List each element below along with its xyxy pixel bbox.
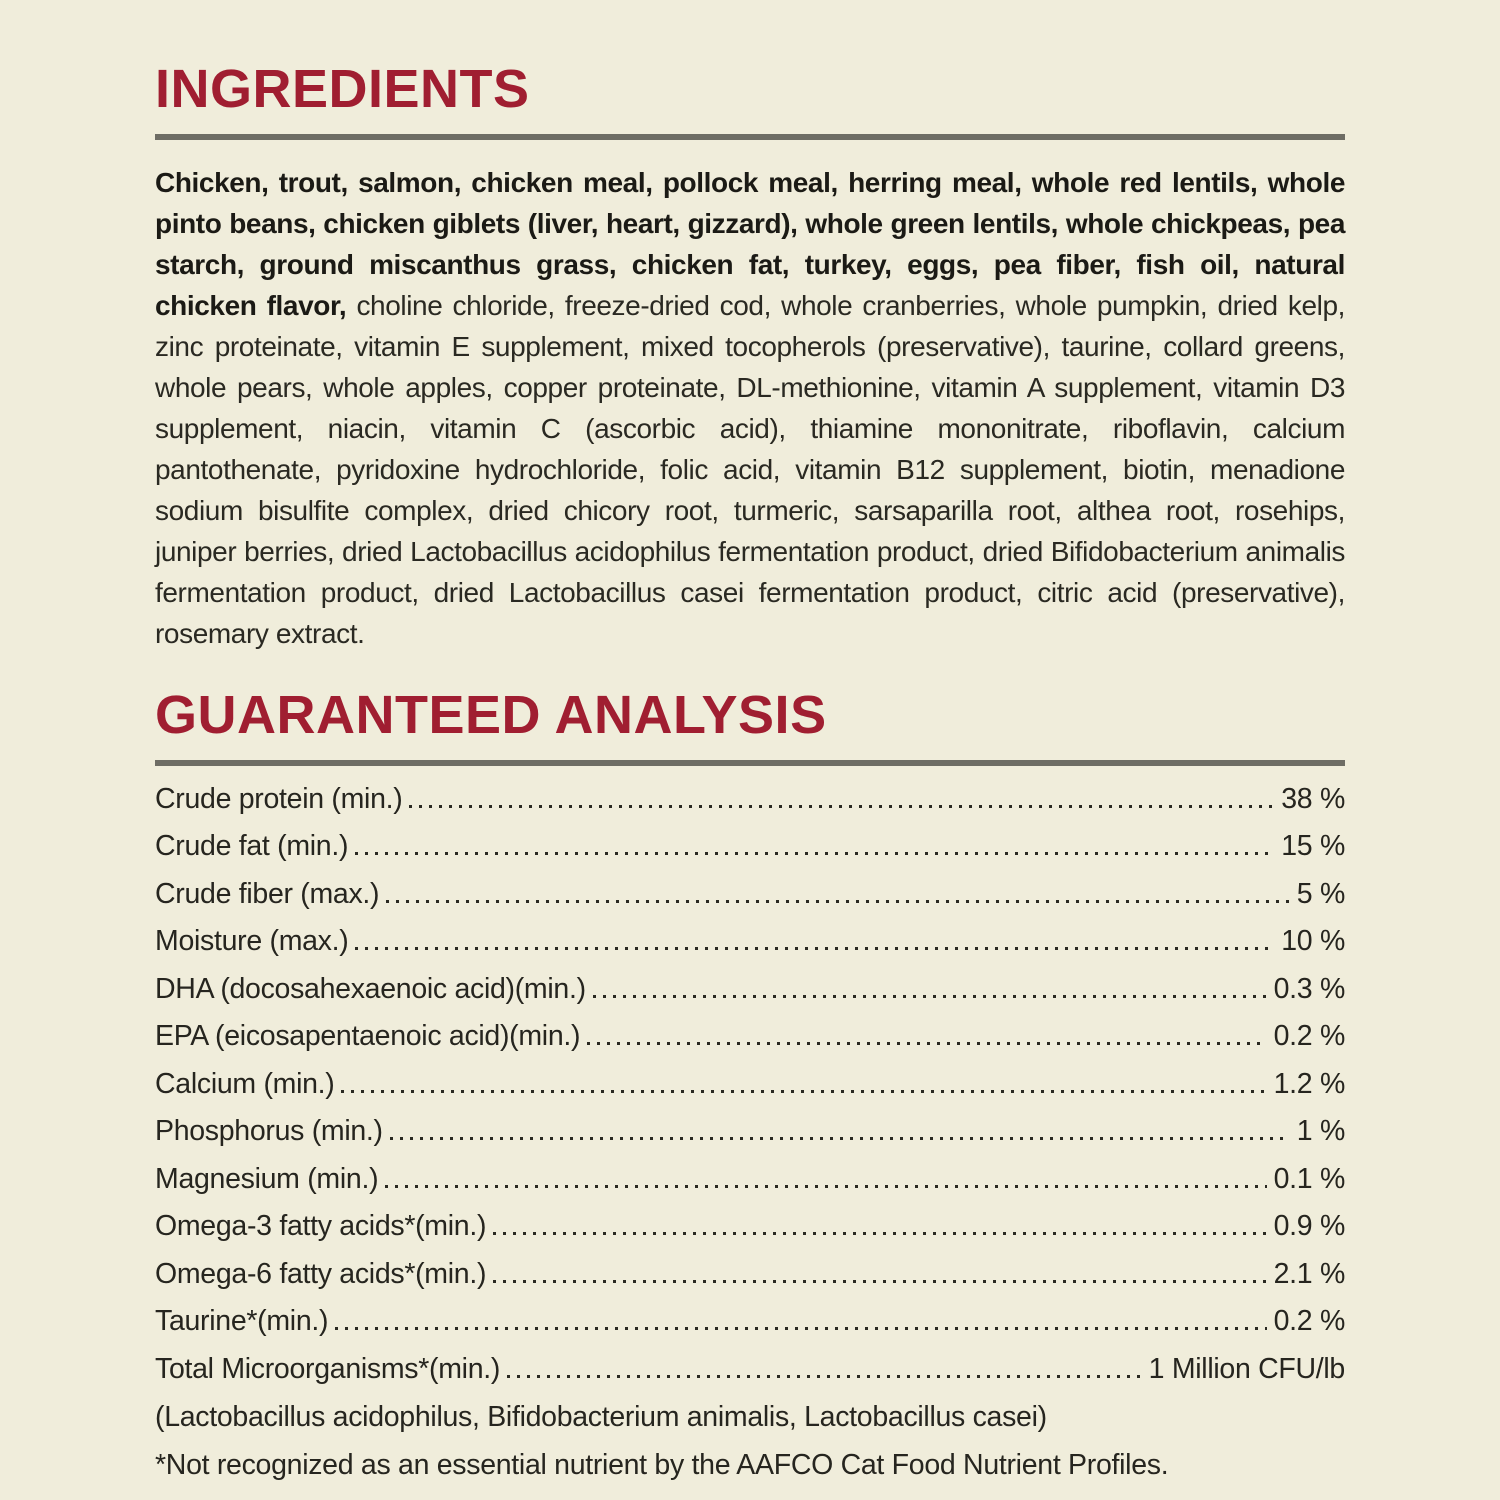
ingredients-primary-list: Chicken, trout, salmon, chicken meal, po…: [155, 167, 1345, 321]
dot-leader: [587, 1042, 1267, 1045]
guaranteed-analysis-divider: [155, 760, 1345, 766]
aafco-footnote: *Not recognized as an essential nutrient…: [155, 1448, 1169, 1481]
nutrient-label: Calcium (min.): [155, 1067, 335, 1100]
nutrient-label: EPA (eicosapentaenoic acid)(min.): [155, 1020, 581, 1052]
dot-leader: [355, 947, 1275, 950]
nutrient-value: 0.9 %: [1273, 1210, 1346, 1242]
nutrient-label: Omega-6 fatty acids*(min.): [155, 1257, 487, 1290]
nutrient-value: 0.1 %: [1273, 1162, 1346, 1195]
table-row: DHA (docosahexaenoic acid)(min.) 0.3 %: [155, 974, 1345, 1004]
ingredients-heading: INGREDIENTS: [155, 59, 530, 119]
dot-leader: [409, 804, 1275, 808]
dot-leader: [355, 852, 1275, 855]
dot-leader: [386, 899, 1290, 903]
nutrient-label: Omega-3 fatty acids*(min.): [155, 1210, 487, 1242]
table-row: Phosphorus (min.) 1 %: [155, 1116, 1345, 1146]
table-row: Calcium (min.) 1.2 %: [155, 1069, 1345, 1099]
nutrient-value: 1 %: [1296, 1115, 1346, 1147]
nutrient-label: Crude protein (min.): [155, 782, 403, 815]
dot-leader: [341, 1089, 1267, 1093]
nutrient-value: 38 %: [1281, 782, 1345, 815]
nutrient-value: 1.2 %: [1273, 1067, 1346, 1100]
table-row: Crude protein (min.) 38 %: [155, 784, 1345, 814]
nutrient-label: Phosphorus (min.): [155, 1115, 383, 1147]
nutrient-label: Total Microorganisms*(min.): [155, 1352, 501, 1385]
dot-leader: [493, 1232, 1267, 1235]
guaranteed-analysis-heading: GUARANTEED ANALYSIS: [155, 685, 827, 745]
nutrient-value: 0.3 %: [1273, 972, 1346, 1005]
table-row: Omega-6 fatty acids*(min.) 2.1 %: [155, 1259, 1345, 1289]
table-row: Crude fat (min.) 15 %: [155, 831, 1345, 861]
nutrient-label: Taurine*(min.): [155, 1305, 329, 1337]
microorganisms-detail: (Lactobacillus acidophilus, Bifidobacter…: [155, 1400, 1047, 1433]
nutrient-label: Crude fiber (max.): [155, 877, 380, 910]
ingredients-paragraph: Chicken, trout, salmon, chicken meal, po…: [155, 162, 1345, 654]
guaranteed-analysis-table: Crude protein (min.) 38 % Crude fat (min…: [155, 784, 1345, 1384]
nutrient-value: 0.2 %: [1273, 1305, 1346, 1337]
nutrient-value: 15 %: [1281, 830, 1345, 862]
ingredients-secondary-list: choline chloride, freeze-dried cod, whol…: [155, 290, 1345, 649]
nutrient-label: Moisture (max.): [155, 925, 349, 957]
table-row: Total Microorganisms*(min.) 1 Million CF…: [155, 1354, 1345, 1384]
nutrient-label: Crude fat (min.): [155, 830, 349, 862]
dot-leader: [389, 1137, 1290, 1140]
dot-leader: [385, 1184, 1267, 1188]
nutrient-value: 0.2 %: [1273, 1020, 1346, 1052]
table-row: Omega-3 fatty acids*(min.) 0.9 %: [155, 1211, 1345, 1241]
nutrient-label: Magnesium (min.): [155, 1162, 379, 1195]
dot-leader: [335, 1327, 1267, 1330]
dot-leader: [592, 994, 1267, 998]
table-row: Magnesium (min.) 0.1 %: [155, 1164, 1345, 1194]
ingredients-divider: [155, 134, 1345, 140]
dot-leader: [507, 1374, 1142, 1378]
nutrient-value: 1 Million CFU/lb: [1148, 1352, 1346, 1385]
table-row: Moisture (max.) 10 %: [155, 926, 1345, 956]
nutrient-value: 2.1 %: [1273, 1257, 1346, 1290]
table-row: Crude fiber (max.) 5 %: [155, 879, 1345, 909]
nutrient-label: DHA (docosahexaenoic acid)(min.): [155, 972, 586, 1005]
table-row: EPA (eicosapentaenoic acid)(min.) 0.2 %: [155, 1021, 1345, 1051]
table-row: Taurine*(min.) 0.2 %: [155, 1306, 1345, 1336]
nutrient-value: 5 %: [1296, 877, 1346, 910]
dot-leader: [493, 1279, 1267, 1283]
nutrient-value: 10 %: [1281, 925, 1345, 957]
